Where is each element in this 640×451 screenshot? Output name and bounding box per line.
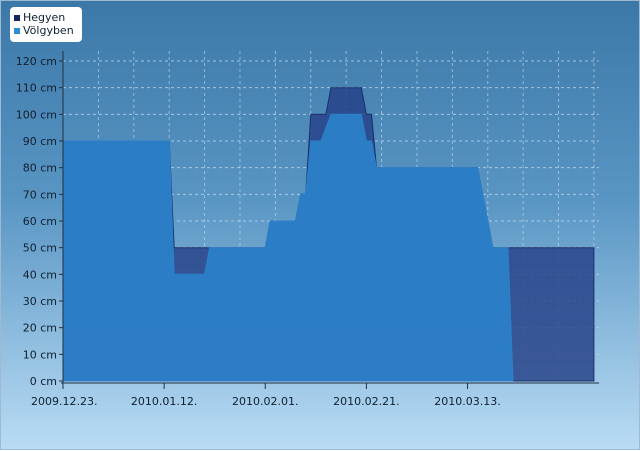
y-tick-label: 30 cm bbox=[23, 295, 57, 308]
y-tick-label: 0 cm bbox=[30, 375, 57, 388]
x-tick-label: 2010.03.13. bbox=[434, 395, 500, 408]
y-tick-label: 40 cm bbox=[23, 268, 57, 281]
series-areas bbox=[62, 87, 595, 382]
x-axis-ticks: 2009.12.23. 2010.01.12. 2010.02.01. 2010.02… bbox=[31, 383, 501, 408]
y-tick-label: 110 cm bbox=[16, 82, 57, 95]
y-tick-label: 100 cm bbox=[16, 108, 57, 121]
legend-swatch-hegyen bbox=[14, 14, 20, 21]
legend-label-volgyben: Völgyben bbox=[23, 24, 74, 37]
legend: Hegyen Völgyben bbox=[10, 7, 82, 42]
y-tick-label: 80 cm bbox=[23, 162, 57, 175]
legend-swatch-volgyben bbox=[14, 27, 20, 34]
y-tick-label: 60 cm bbox=[23, 215, 57, 228]
x-tick-label: 2010.01.12. bbox=[131, 395, 197, 408]
y-tick-label: 20 cm bbox=[23, 322, 57, 335]
x-tick-label: 2010.02.21. bbox=[333, 395, 399, 408]
legend-item-hegyen: Hegyen bbox=[14, 11, 78, 24]
y-axis-ticks: 0 cm 10 cm 20 cm 30 cm 40 cm 50 cm 60 cm 70 cm 8… bbox=[16, 55, 63, 388]
legend-label-hegyen: Hegyen bbox=[23, 11, 66, 24]
y-tick-label: 50 cm bbox=[23, 242, 57, 255]
y-tick-label: 70 cm bbox=[23, 188, 57, 201]
y-tick-label: 10 cm bbox=[23, 348, 57, 361]
y-tick-label: 120 cm bbox=[16, 55, 57, 68]
x-tick-label: 2009.12.23. bbox=[31, 395, 97, 408]
x-tick-label: 2010.02.01. bbox=[232, 395, 298, 408]
y-tick-label: 90 cm bbox=[23, 135, 57, 148]
legend-item-volgyben: Völgyben bbox=[14, 24, 78, 37]
series-area-volgyben bbox=[62, 113, 514, 382]
